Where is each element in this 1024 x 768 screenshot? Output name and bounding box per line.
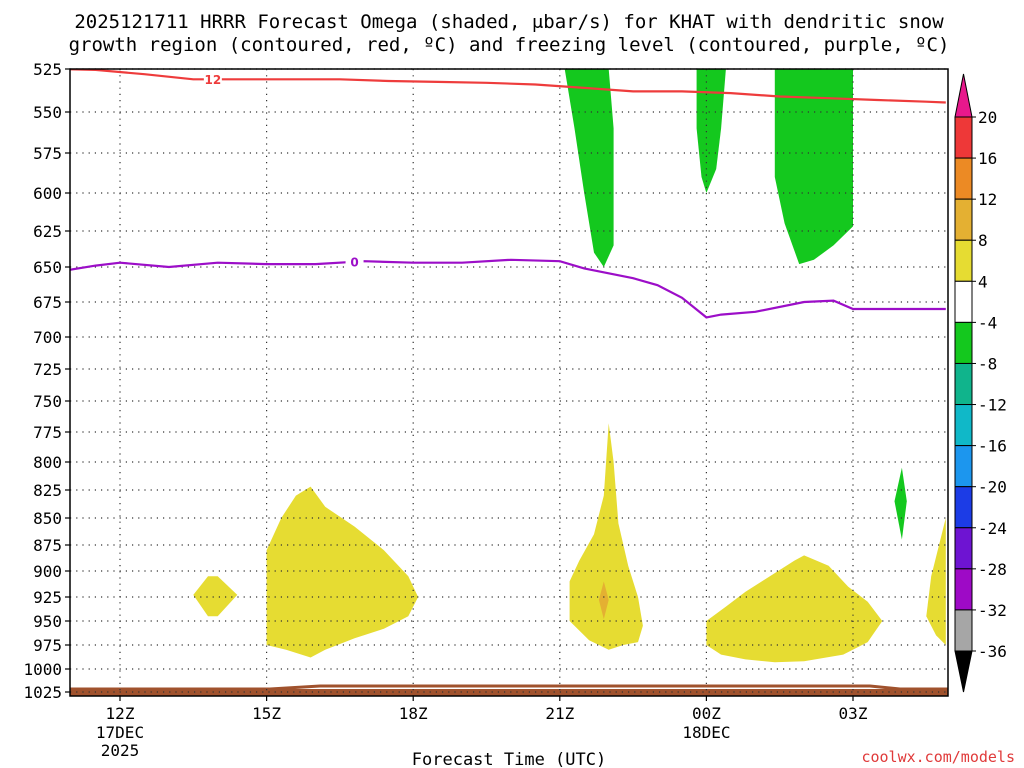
x-axis-label: Forecast Time (UTC)	[412, 750, 606, 768]
y-tick-label-1000: 1000	[23, 660, 62, 679]
y-tick-label-575: 575	[33, 144, 62, 163]
colorbar-bottom-arrow	[954, 650, 973, 693]
omega-region-0	[564, 69, 614, 267]
contour-line-1	[70, 258, 946, 319]
colorbar-label-16: 16	[978, 149, 997, 168]
plot-frame	[69, 68, 949, 697]
omega-region-5	[266, 486, 419, 658]
x-tick-sublabel: 2025	[101, 741, 140, 760]
colorbar-label--16: -16	[978, 437, 1007, 456]
y-tick-label-625: 625	[33, 222, 62, 241]
y-tick-label-700: 700	[33, 328, 62, 347]
y-tick-label-825: 825	[33, 481, 62, 500]
colorbar-segment-6	[954, 362, 973, 406]
x-tick-label-15Z: 15Z	[252, 704, 281, 723]
colorbar-segment-8	[954, 445, 973, 488]
x-tick-label-21Z: 21Z	[545, 704, 574, 723]
colorbar-segment-5	[954, 321, 973, 364]
y-tick-label-925: 925	[33, 588, 62, 607]
colorbar-segment-2	[954, 198, 973, 241]
x-tick-label-18Z: 18Z	[399, 704, 428, 723]
y-tick-label-775: 775	[33, 423, 62, 442]
y-tick-label-875: 875	[33, 536, 62, 555]
y-tick-label-1025: 1025	[23, 683, 62, 702]
colorbar-label--36: -36	[978, 642, 1007, 661]
chart-title-line-1: 2025121711 HRRR Forecast Omega (shaded, …	[74, 11, 944, 33]
colorbar-segment-11	[954, 568, 973, 611]
omega-region-3	[894, 467, 907, 540]
colorbar-segment-1	[954, 157, 973, 200]
colorbar-label-12: 12	[978, 190, 997, 209]
colorbar-segment-10	[954, 527, 973, 570]
x-tick-label-12Z: 12Z	[106, 704, 135, 723]
colorbar-segment-9	[954, 486, 973, 529]
y-tick-label-650: 650	[33, 258, 62, 277]
axis-layer: 525 550 575 600 625 650 675 700 725 750 775 800 825 8…	[23, 60, 949, 760]
colorbar-label--24: -24	[978, 519, 1007, 538]
colorbar-segment-0	[954, 116, 973, 159]
colorbar-label-8: 8	[978, 231, 988, 250]
colorbar-label--32: -32	[978, 601, 1007, 620]
colorbar-segment-3	[954, 239, 973, 282]
contour-layer: 12 0	[70, 69, 946, 319]
y-tick-label-725: 725	[33, 360, 62, 379]
ground-edge	[70, 684, 948, 691]
y-tick-label-675: 675	[33, 293, 62, 312]
contour-label-bg-1	[345, 254, 364, 269]
y-tick-label-950: 950	[33, 612, 62, 631]
colorbar-segment-12	[954, 609, 973, 652]
colorbar-segment-4	[954, 280, 973, 323]
credit-text: coolwx.com/models	[861, 748, 1015, 766]
y-tick-label-750: 750	[33, 392, 62, 411]
colorbar-label--12: -12	[978, 396, 1007, 415]
colorbar: 20 16 12 8 4 -4 -8 -12 -16 -20 -24 -28 -32 -36	[954, 73, 1007, 693]
y-tick-label-975: 975	[33, 636, 62, 655]
omega-region-8	[926, 518, 946, 645]
x-tick-label-03Z: 03Z	[839, 704, 868, 723]
colorbar-segment-7	[954, 404, 973, 447]
contour-label-bg-0	[203, 72, 222, 87]
omega-region-4	[193, 576, 238, 617]
y-tick-label-900: 900	[33, 562, 62, 581]
omega-region-9	[598, 581, 609, 620]
y-tick-label-850: 850	[33, 509, 62, 528]
ground-strip	[70, 689, 948, 696]
colorbar-top-arrow	[954, 73, 973, 118]
contour-label-0: 12	[204, 73, 221, 87]
x-tick-label-00Z: 00Z	[692, 704, 721, 723]
omega-shading-layer	[70, 69, 948, 696]
colorbar-label--8: -8	[978, 354, 997, 373]
y-tick-label-525: 525	[33, 60, 62, 79]
y-tick-label-600: 600	[33, 184, 62, 203]
y-tick-label-550: 550	[33, 103, 62, 122]
chart-title-line-2: growth region (contoured, red, ºC) and f…	[69, 34, 950, 56]
contour-label-1: 0	[350, 255, 358, 269]
colorbar-label--28: -28	[978, 560, 1007, 579]
omega-region-7	[706, 555, 883, 663]
omega-region-1	[696, 69, 726, 193]
colorbar-label-20: 20	[978, 108, 997, 127]
omega-region-2	[774, 69, 853, 265]
omega-region-6	[569, 423, 643, 650]
contour-line-0	[70, 69, 946, 104]
x-tick-sublabel: 17DEC	[96, 723, 144, 742]
colorbar-label-4: 4	[978, 272, 988, 291]
y-tick-label-800: 800	[33, 453, 62, 472]
x-tick-sublabel: 18DEC	[682, 723, 730, 742]
colorbar-label--20: -20	[978, 478, 1007, 497]
colorbar-label--4: -4	[978, 313, 997, 332]
